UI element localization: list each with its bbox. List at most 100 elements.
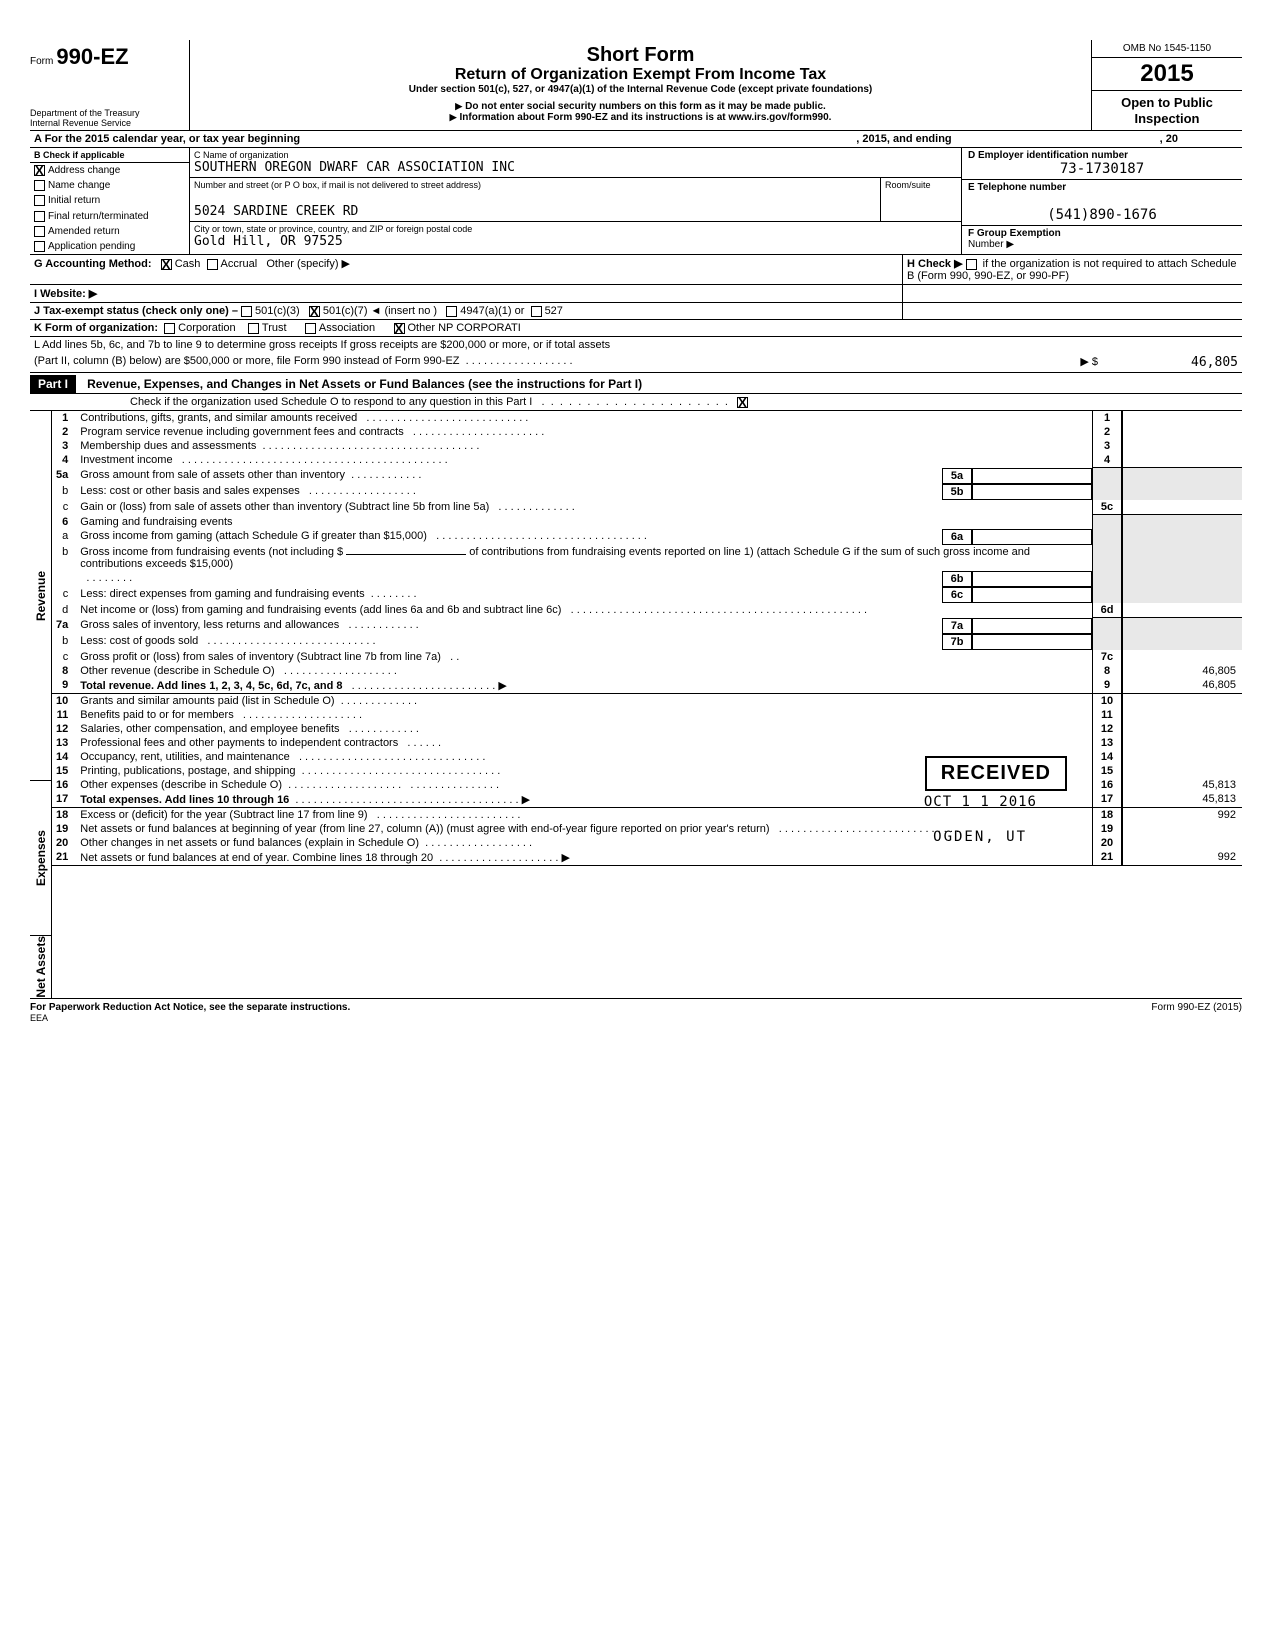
line14-box: 14	[1092, 750, 1122, 764]
line-GH: G Accounting Method: Cash Accrual Other …	[30, 255, 1242, 285]
B-label: B Check if applicable	[30, 148, 189, 163]
irs-label: Internal Revenue Service	[30, 118, 140, 128]
chk-trust[interactable]	[248, 323, 259, 334]
lbl-final-return: Final return/terminated	[48, 211, 149, 222]
ein-value: 73-1730187	[968, 161, 1236, 177]
chk-cash[interactable]	[161, 259, 172, 270]
section-revenue: Revenue	[34, 571, 48, 621]
line18-amt: 992	[1122, 808, 1242, 822]
chk-schedule-b[interactable]	[966, 259, 977, 270]
line6d-desc: Net income or (loss) from gaming and fun…	[80, 604, 561, 616]
line3-amt	[1122, 439, 1242, 453]
part1-label: Part I	[30, 375, 76, 393]
chk-accrual[interactable]	[207, 259, 218, 270]
line19-amt	[1122, 822, 1242, 836]
lbl-accrual: Accrual	[221, 258, 258, 270]
line4-desc: Investment income	[80, 454, 172, 466]
line15-box: 15	[1092, 764, 1122, 778]
entity-block: B Check if applicable Address change Nam…	[30, 148, 1242, 255]
line4-amt	[1122, 453, 1242, 468]
chk-501c3[interactable]	[241, 306, 252, 317]
footer-right: Form 990-EZ (2015)	[1151, 1002, 1242, 1024]
line4-box: 4	[1092, 453, 1122, 468]
chk-application-pending[interactable]	[34, 241, 45, 252]
chk-name-change[interactable]	[34, 180, 45, 191]
line1-desc: Contributions, gifts, grants, and simila…	[80, 412, 357, 424]
D-label: D Employer identification number	[968, 150, 1236, 161]
lbl-527: 527	[545, 305, 563, 317]
lbl-address-change: Address change	[48, 165, 120, 176]
subtitle: Under section 501(c), 527, or 4947(a)(1)…	[196, 84, 1085, 95]
line16-amt: 45,813	[1122, 778, 1242, 792]
line16-desc: Other expenses (describe in Schedule O)	[80, 779, 282, 791]
chk-corporation[interactable]	[164, 323, 175, 334]
line17-desc: Total expenses. Add lines 10 through 16	[80, 794, 289, 806]
chk-amended-return[interactable]	[34, 226, 45, 237]
line5c-desc: Gain or (loss) from sale of assets other…	[80, 501, 489, 513]
part1-title: Revenue, Expenses, and Changes in Net As…	[87, 377, 642, 391]
line6a-mini: 6a	[942, 529, 972, 545]
org-street: 5024 SARDINE CREEK RD	[194, 204, 876, 219]
L-value: 46,805	[1098, 355, 1238, 370]
tax-year: 2015	[1092, 58, 1242, 91]
line-I: I Website: ▶	[30, 285, 1242, 303]
org-name: SOUTHERN OREGON DWARF CAR ASSOCIATION IN…	[194, 160, 957, 175]
line19-desc: Net assets or fund balances at beginning…	[80, 823, 769, 835]
chk-other-org[interactable]	[394, 323, 405, 334]
lbl-corporation: Corporation	[178, 322, 235, 334]
omb-number: OMB No 1545-1150	[1092, 40, 1242, 58]
footer-left: For Paperwork Reduction Act Notice, see …	[30, 1002, 350, 1013]
lbl-insert-no: ) ◄ (insert no )	[364, 305, 437, 317]
H-label: H Check ▶	[907, 258, 963, 270]
chk-final-return[interactable]	[34, 211, 45, 222]
org-city: Gold Hill, OR 97525	[194, 234, 957, 249]
chk-initial-return[interactable]	[34, 195, 45, 206]
chk-527[interactable]	[531, 306, 542, 317]
line6-desc: Gaming and fundraising events	[76, 515, 1092, 529]
line-A: A For the 2015 calendar year, or tax yea…	[30, 131, 1242, 148]
line5c-amt	[1122, 500, 1242, 515]
line20-amt	[1122, 836, 1242, 850]
chk-schedule-o-part1[interactable]	[737, 397, 748, 408]
form-page: Form 990-EZ Department of the Treasury I…	[30, 40, 1242, 1024]
line19-box: 19	[1092, 822, 1122, 836]
line3-box: 3	[1092, 439, 1122, 453]
line-A-mid: , 2015, and ending	[852, 131, 955, 147]
line6b-mini: 6b	[942, 571, 972, 587]
L-arrow: ▶ $	[1080, 355, 1098, 370]
L-text2: (Part II, column (B) below) are $500,000…	[34, 355, 460, 370]
room-suite-label: Room/suite	[885, 180, 957, 190]
line21-box: 21	[1092, 850, 1122, 866]
F-label: F Group Exemption	[968, 228, 1236, 239]
line9-desc: Total revenue. Add lines 1, 2, 3, 4, 5c,…	[80, 680, 342, 692]
lbl-501c3: 501(c)(3)	[255, 305, 300, 317]
chk-501c[interactable]	[309, 306, 320, 317]
line16-box: 16	[1092, 778, 1122, 792]
line10-box: 10	[1092, 694, 1122, 708]
line2-amt	[1122, 425, 1242, 439]
part1-header: Part I Revenue, Expenses, and Changes in…	[30, 375, 1242, 394]
line-L: L Add lines 5b, 6c, and 7b to line 9 to …	[30, 337, 1242, 373]
I-label: I Website: ▶	[30, 285, 902, 302]
chk-association[interactable]	[305, 323, 316, 334]
line8-box: 8	[1092, 664, 1122, 678]
line6a-desc: Gross income from gaming (attach Schedul…	[80, 530, 427, 542]
J-label: J Tax-exempt status (check only one) –	[34, 305, 238, 317]
part1-check-row: Check if the organization used Schedule …	[30, 394, 1242, 411]
line13-desc: Professional fees and other payments to …	[80, 737, 398, 749]
line7c-amt	[1122, 650, 1242, 664]
chk-address-change[interactable]	[34, 165, 45, 176]
line6c-desc: Less: direct expenses from gaming and fu…	[80, 588, 364, 600]
line7b-mini: 7b	[942, 634, 972, 650]
line15-amt	[1122, 764, 1242, 778]
received-stamp: RECEIVED	[925, 756, 1067, 791]
footer-eea: EEA	[30, 1013, 48, 1023]
chk-4947a1[interactable]	[446, 306, 457, 317]
line18-box: 18	[1092, 808, 1122, 822]
lbl-other-org: Other NP CORPORATI	[408, 322, 521, 334]
line-A-end: , 20	[1156, 131, 1182, 147]
line11-desc: Benefits paid to or for members	[80, 709, 233, 721]
line5a-mini: 5a	[942, 468, 972, 484]
F-sub: Number ▶	[968, 239, 1236, 250]
K-label: K Form of organization:	[34, 322, 158, 334]
